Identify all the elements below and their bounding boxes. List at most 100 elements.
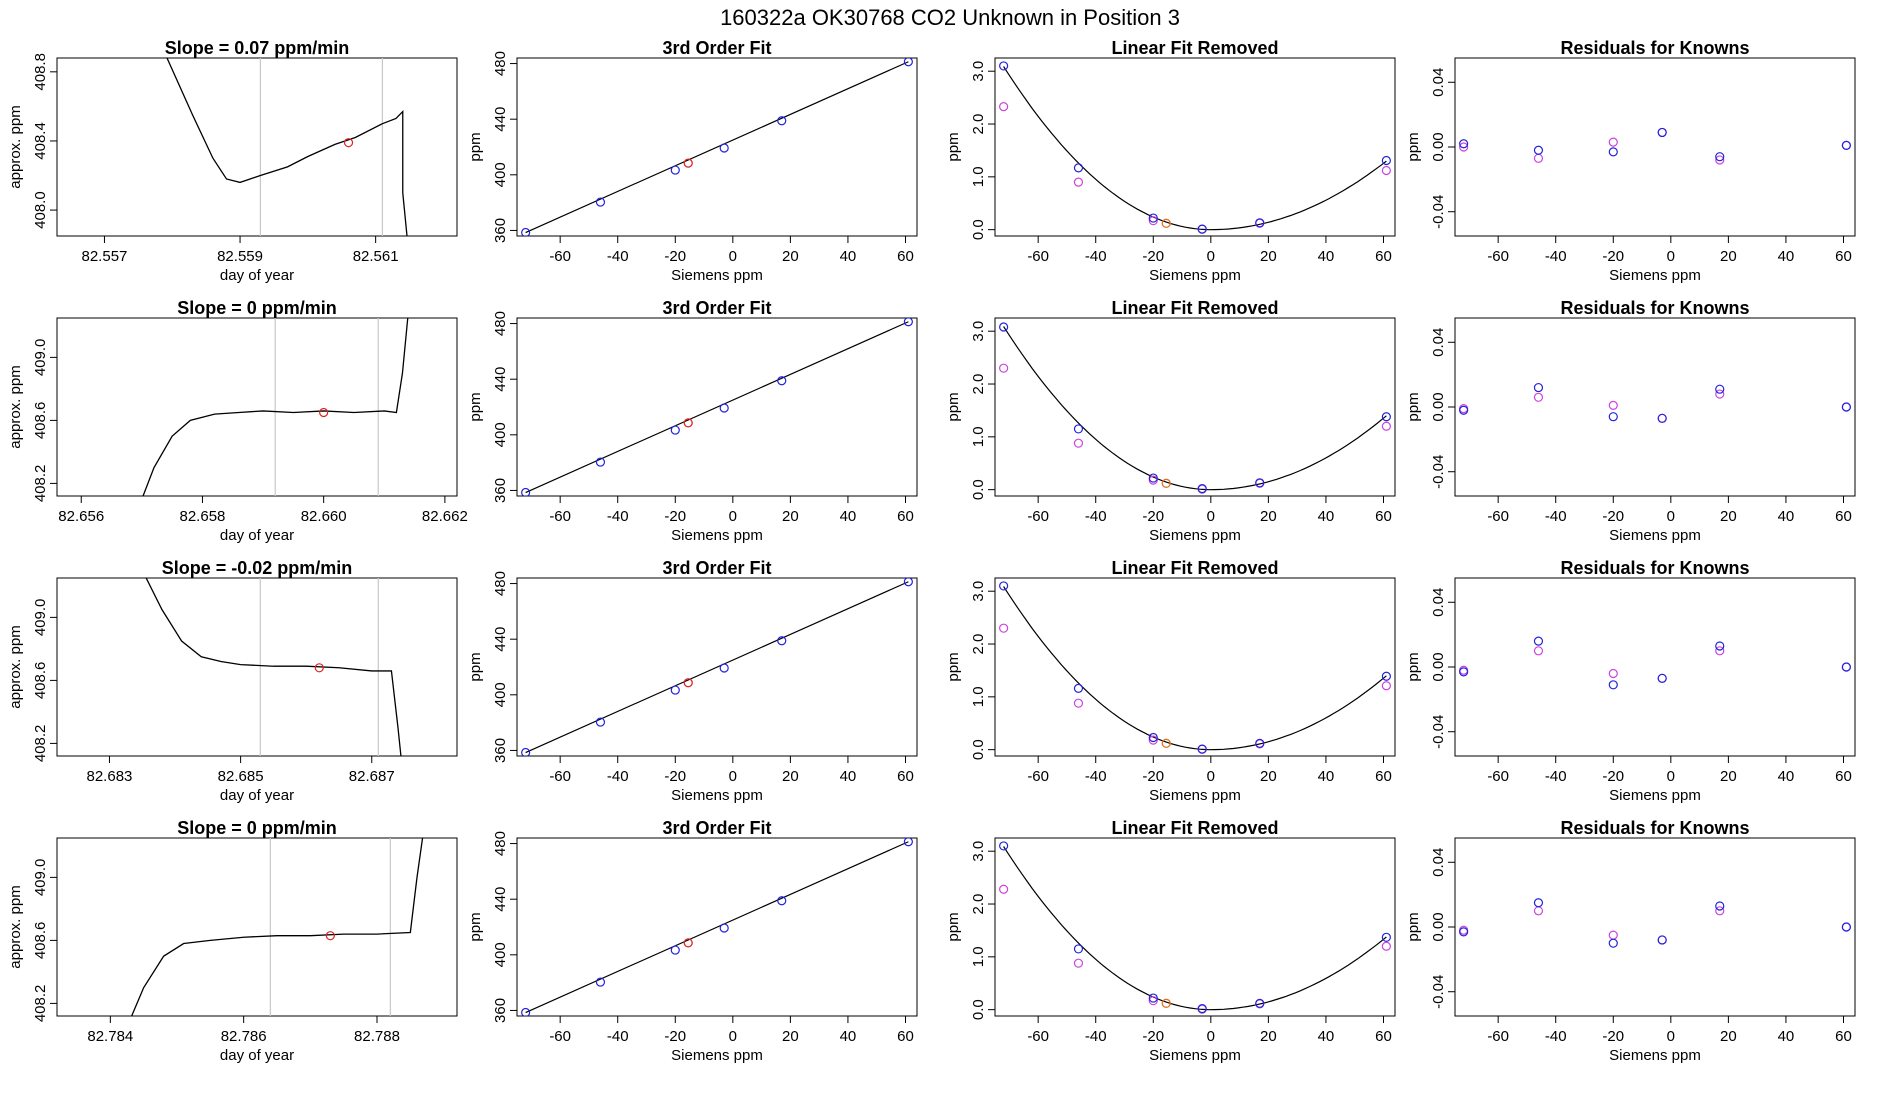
- panel-r4c3: Linear Fit Removed -60 -40 -20 0 20 40 60 Siemen…: [945, 818, 1396, 1064]
- x-axis-label: Siemens ppm: [1149, 527, 1241, 544]
- known-point: [1608, 147, 1618, 157]
- x-tick-label: -60: [1487, 248, 1509, 265]
- panel-r4c4: Residuals for Knowns -60 -40 -20 0 20 40 60 Siem…: [1405, 818, 1856, 1064]
- x-tick-label: 20: [782, 768, 799, 785]
- unknown-point: [683, 678, 693, 688]
- y-tick-label: -0.04: [1430, 195, 1447, 229]
- x-tick-label: 82.660: [301, 508, 347, 525]
- plot-frame: [56, 57, 458, 237]
- y-tick-label: 0.04: [1430, 848, 1447, 877]
- x-tick-label: 60: [1375, 508, 1392, 525]
- y-tick-label: 360: [492, 478, 509, 503]
- panel-title: 3rd Order Fit: [662, 38, 771, 58]
- ppm-trace: [130, 838, 424, 1016]
- known-point: [1148, 993, 1158, 1003]
- ppm-trace: [145, 578, 402, 756]
- y-tick-label: 2.0: [970, 374, 987, 395]
- x-tick-label: 20: [782, 508, 799, 525]
- known-point: [1657, 673, 1667, 683]
- plot-area: [521, 578, 913, 756]
- alt-point: [1073, 698, 1084, 708]
- y-tick-label: 0.04: [1430, 68, 1447, 97]
- x-tick-label: 82.658: [180, 508, 226, 525]
- mean-point: [314, 663, 324, 673]
- unknown-point: [683, 418, 693, 428]
- x-axis-label: Siemens ppm: [671, 527, 763, 544]
- y-tick-label: 0.0: [970, 739, 987, 760]
- x-tick-label: 0: [1207, 768, 1215, 785]
- y-tick-label: 440: [492, 367, 509, 392]
- known-point: [1715, 641, 1725, 651]
- y-tick-label: 0.00: [1430, 392, 1447, 421]
- panel-title: Linear Fit Removed: [1111, 38, 1278, 58]
- known-point: [1197, 1004, 1207, 1014]
- x-axis-label: Siemens ppm: [1609, 527, 1701, 544]
- panel-r2c1: Slope = 0 ppm/min 82.656 82.658 82.660 82.66…: [7, 298, 468, 544]
- alt-point: [1715, 155, 1725, 165]
- y-tick-label: 0.0: [970, 219, 987, 240]
- x-tick-label: 20: [1260, 768, 1277, 785]
- panel-r4c1: Slope = 0 ppm/min 82.784 82.786 82.788 day o…: [7, 818, 458, 1064]
- alt-point: [1381, 941, 1391, 951]
- known-point: [595, 977, 606, 987]
- fit-curve: [1003, 66, 1387, 231]
- x-tick-label: 60: [897, 248, 914, 265]
- x-tick-label: 40: [1318, 1028, 1335, 1045]
- x-tick-label: 82.662: [422, 508, 468, 525]
- known-point: [719, 923, 729, 933]
- known-point: [1381, 412, 1391, 422]
- known-point: [1657, 127, 1667, 138]
- known-point: [670, 685, 680, 695]
- known-point: [595, 717, 606, 727]
- known-point: [1841, 662, 1851, 672]
- y-axis-label: approx. ppm: [7, 625, 24, 708]
- known-point: [521, 227, 531, 236]
- alt-point: [1381, 165, 1391, 176]
- x-tick-label: 60: [897, 768, 914, 785]
- x-tick-label: -60: [1027, 1028, 1049, 1045]
- known-point: [1197, 744, 1207, 754]
- x-tick-label: 60: [1375, 1028, 1392, 1045]
- known-point: [1073, 944, 1084, 954]
- known-point: [999, 322, 1009, 332]
- unknown-point: [1161, 998, 1171, 1008]
- known-point: [719, 403, 729, 413]
- x-tick-label: 20: [782, 1028, 799, 1045]
- x-tick-label: -20: [1142, 248, 1164, 265]
- panel-title: Residuals for Knowns: [1560, 38, 1749, 58]
- x-tick-label: -20: [1142, 768, 1164, 785]
- known-point: [595, 197, 606, 207]
- x-axis-label: Siemens ppm: [1149, 1047, 1241, 1064]
- known-point: [1657, 413, 1667, 423]
- x-axis-label: Siemens ppm: [1149, 787, 1241, 804]
- x-tick-label: 82.557: [82, 248, 128, 265]
- y-tick-label: 0.00: [1430, 652, 1447, 681]
- x-tick-label: 0: [1207, 248, 1215, 265]
- alt-point: [1715, 646, 1725, 656]
- plot-area: [521, 838, 913, 1016]
- x-axis-label: Siemens ppm: [1609, 1047, 1701, 1064]
- fit-line: [525, 841, 909, 1014]
- known-point: [1381, 932, 1391, 942]
- x-tick-label: 40: [1318, 248, 1335, 265]
- x-axis-label: Siemens ppm: [671, 267, 763, 284]
- y-tick-label: 1.0: [970, 426, 987, 447]
- plot-frame: [516, 837, 918, 1017]
- y-axis-label: ppm: [467, 132, 484, 161]
- plot-area: [521, 58, 913, 236]
- known-point: [1533, 382, 1544, 393]
- known-point: [777, 636, 787, 646]
- x-tick-label: 20: [782, 248, 799, 265]
- plot-frame: [994, 317, 1396, 497]
- plot-area: [130, 838, 424, 1016]
- alt-point: [1608, 930, 1618, 940]
- x-tick-label: -40: [1085, 1028, 1107, 1045]
- x-tick-label: -40: [1085, 508, 1107, 525]
- y-tick-label: 408.2: [32, 725, 49, 763]
- y-tick-label: 400: [492, 162, 509, 187]
- x-tick-label: 60: [1835, 248, 1852, 265]
- x-tick-label: 20: [1720, 1028, 1737, 1045]
- x-tick-label: 0: [729, 508, 737, 525]
- x-tick-label: -20: [1142, 1028, 1164, 1045]
- y-tick-label: 3.0: [970, 61, 987, 82]
